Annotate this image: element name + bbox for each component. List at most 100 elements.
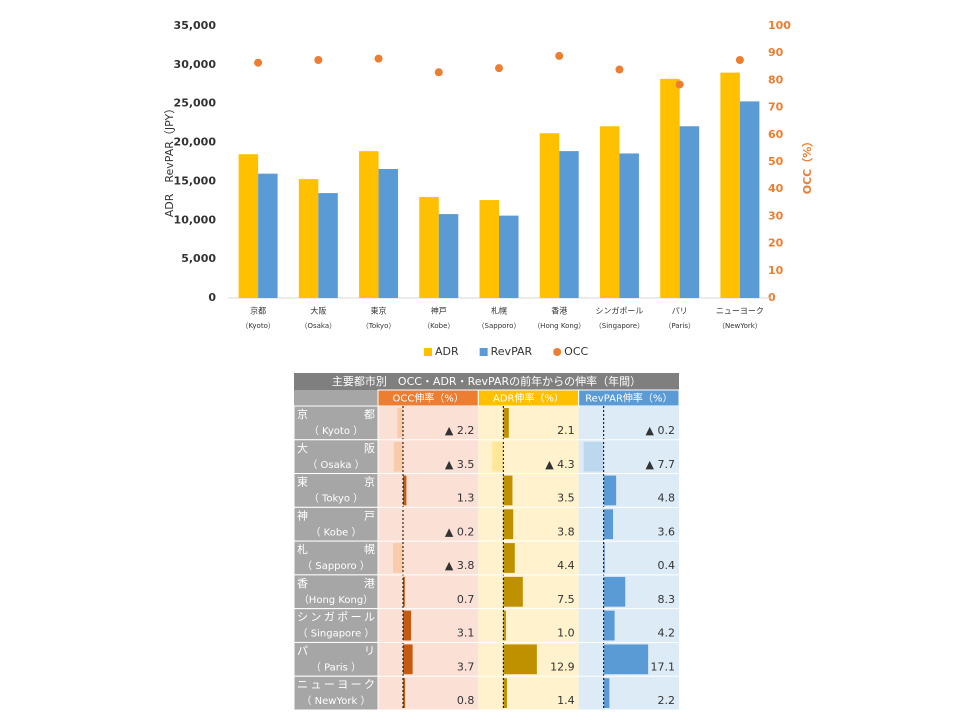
y2-tick-label: 20 [768, 237, 784, 250]
x-tick-label: 東京 [371, 306, 387, 316]
cell-value: 17.1 [651, 660, 676, 673]
x-tick-label: パリ [672, 307, 688, 316]
x-tick-sublabel: （Kobe） [423, 322, 454, 330]
y-axis-label: ADR RevPAR（JPY） [163, 103, 176, 218]
city-name-en: （ NewYork ） [302, 695, 371, 707]
legend-label: RevPAR [491, 345, 533, 358]
data-bar [503, 610, 506, 641]
legend-swatch [553, 348, 562, 356]
data-bar [503, 543, 515, 573]
city-name-en: （Hong Kong） [299, 594, 373, 606]
cell-value: 12.9 [550, 660, 575, 673]
city-name: 東京 [297, 475, 431, 489]
occ-point [495, 64, 503, 73]
bar [438, 214, 459, 298]
cell-value: 7.5 [557, 593, 575, 606]
cell-value: ▲ 7.7 [646, 458, 675, 471]
y2-tick-label: 90 [768, 46, 784, 59]
legend-label: ADR [435, 345, 459, 358]
legend-swatch [479, 348, 488, 356]
y-tick-label: 5,000 [181, 252, 216, 265]
cell-value: 1.0 [557, 627, 575, 640]
data-bar [397, 408, 403, 438]
city-name: 大阪 [297, 441, 431, 455]
legend-label: OCC [564, 345, 588, 358]
cell-value: 3.7 [457, 660, 475, 673]
data-bar [583, 441, 604, 472]
bar [318, 193, 338, 298]
column-header: ADR伸率（%） [493, 392, 564, 405]
city-cell [293, 608, 379, 643]
bar [619, 153, 639, 298]
bar [739, 101, 760, 298]
city-name-en: （ Singapore ） [298, 628, 375, 640]
x-tick-sublabel: （Sapporo） [478, 322, 521, 330]
bar [599, 126, 620, 298]
cell-value: 8.3 [658, 593, 676, 606]
cell-value: ▲ 3.5 [445, 458, 474, 471]
y-tick-label: 25,000 [174, 97, 217, 110]
x-tick-label: 香港 [551, 306, 567, 316]
cell-value: 3.8 [557, 525, 575, 538]
city-name-en: （ Paris ） [311, 661, 361, 673]
y2-tick-label: 50 [768, 155, 784, 168]
occ-point [675, 80, 684, 89]
bar [258, 173, 278, 298]
cell-value: ▲ 0.2 [445, 525, 474, 538]
cell-value: 1.4 [557, 694, 575, 707]
city-name: 香港 [297, 577, 431, 590]
column-header: OCC伸率（%） [392, 392, 463, 405]
bar [660, 78, 680, 299]
header-city-bg [294, 390, 378, 406]
data-bar [603, 678, 610, 708]
data-bar [603, 475, 617, 506]
y2-axis-label: OCC（%） [801, 136, 814, 195]
city-cell [293, 675, 379, 711]
x-tick-label: 神戸 [431, 306, 447, 316]
city-name: ニューヨーク [297, 678, 377, 691]
y-tick-label: 30,000 [174, 58, 217, 71]
city-name-en: （ Kyoto ） [309, 425, 363, 437]
data-bar [403, 576, 405, 607]
cell-value: ▲ 2.2 [445, 424, 474, 437]
column-header: RevPAR伸率（%） [585, 392, 672, 405]
city-cell [293, 439, 379, 475]
cell-value: 3.1 [457, 627, 475, 640]
occ-point [434, 68, 443, 77]
occ-point [374, 54, 383, 63]
city-cell [293, 473, 379, 508]
y2-tick-label: 100 [768, 19, 791, 32]
x-tick-label: ニューヨーク [716, 307, 764, 316]
data-bar [503, 644, 537, 675]
cell-value: 4.8 [658, 492, 676, 505]
cell-value: 4.4 [557, 559, 575, 572]
y2-tick-label: 10 [768, 264, 784, 277]
x-tick-label: 札幌 [491, 306, 507, 316]
data-bar [603, 543, 605, 573]
y-tick-label: 10,000 [174, 213, 217, 226]
table-title-bg [294, 373, 679, 390]
bar [720, 72, 740, 298]
bar [359, 151, 379, 298]
bar [298, 179, 319, 298]
city-name-en: （ Kobe ） [310, 526, 361, 538]
y2-tick-label: 0 [768, 291, 776, 304]
x-tick-label: 大阪 [310, 306, 326, 316]
city-cell [293, 405, 379, 441]
city-name-en: （ Sapporo ） [302, 560, 370, 572]
data-bar [503, 576, 523, 607]
x-tick-sublabel: （Kyoto） [241, 322, 275, 330]
data-bar [503, 475, 513, 506]
y-tick-label: 35,000 [174, 19, 217, 32]
data-bar [403, 678, 406, 708]
data-bar [503, 408, 509, 438]
bar [419, 196, 439, 298]
x-tick-sublabel: （Tokyo） [362, 322, 396, 330]
data-bar [492, 441, 504, 472]
bar [539, 133, 560, 298]
cell-value: 0.7 [457, 593, 475, 606]
y2-tick-label: 40 [768, 182, 784, 195]
cell-value: 3.5 [557, 492, 575, 505]
x-tick-label: シンガポール [595, 306, 643, 316]
